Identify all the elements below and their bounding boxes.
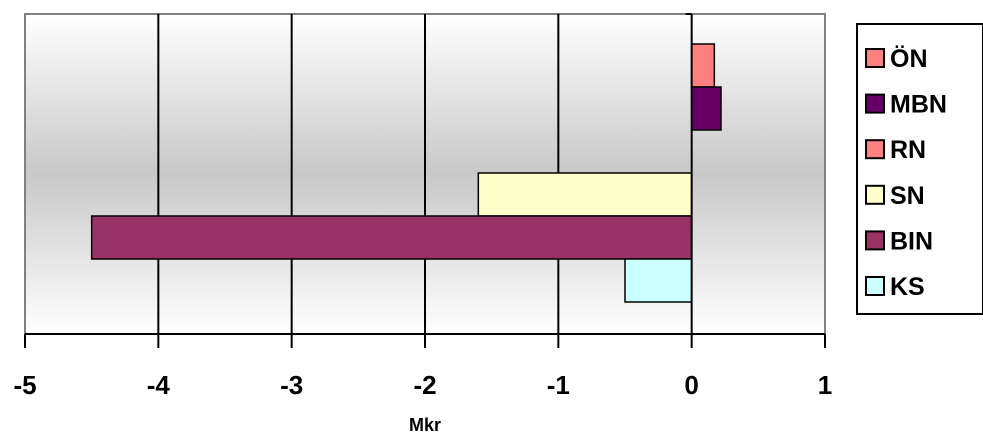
legend-swatch-ön (865, 48, 885, 68)
legend-label-ks: KS (890, 273, 925, 301)
x-tick-label: -4 (147, 370, 171, 400)
legend-label-mbn: MBN (890, 91, 947, 119)
legend-swatch-mbn (865, 93, 885, 114)
legend-label-bin: BIN (890, 227, 933, 255)
axes (24, 13, 826, 348)
tick-labels: -5 -4 -3 -2 -1 0 1 (13, 370, 832, 400)
x-tick-label: -5 (13, 370, 36, 400)
x-tick-label: -1 (547, 370, 570, 400)
x-tick-label: 1 (818, 370, 832, 400)
legend-items: ÖN MBN RN SN BIN KS (865, 44, 947, 301)
legend-swatch-sn (865, 184, 885, 205)
legend-swatch-ks (865, 276, 885, 296)
x-tick-label: -3 (280, 370, 303, 400)
x-axis-title: Mkr (409, 415, 441, 435)
legend-label-ön: ÖN (890, 44, 928, 73)
bar-ks (624, 258, 693, 303)
bar-bin (90, 215, 693, 260)
bar-ön (690, 43, 716, 88)
legend-label-sn: SN (890, 182, 925, 210)
bars (90, 43, 722, 303)
legend-swatch-bin (865, 230, 885, 251)
legend: ÖN MBN RN SN BIN KS (856, 23, 983, 315)
x-tick-label: -2 (413, 370, 436, 400)
x-tick-label: 0 (684, 370, 698, 400)
legend-swatch-rn (865, 139, 885, 160)
legend-box (856, 23, 983, 315)
bar-mbn (690, 86, 722, 131)
legend-label-rn: RN (890, 136, 926, 164)
bar-sn (477, 172, 693, 217)
